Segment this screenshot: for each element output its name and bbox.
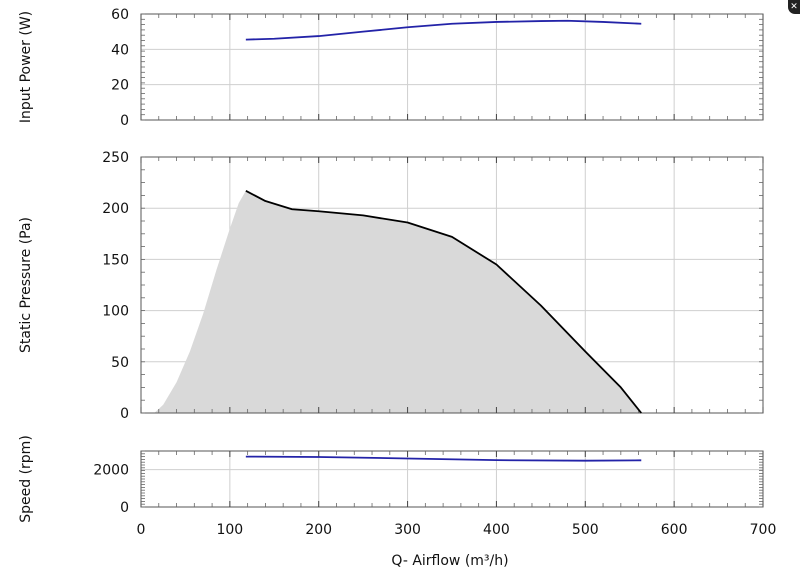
y-tick-label: 0 bbox=[120, 406, 129, 422]
series-line-power bbox=[245, 19, 642, 41]
y-tick-label: 200 bbox=[102, 201, 129, 217]
operating-area bbox=[154, 190, 642, 413]
x-tick-label: 500 bbox=[572, 522, 599, 538]
y-axis-title-speed: Speed (rpm) bbox=[18, 435, 34, 523]
x-axis-title: Q- Airflow (m³/h) bbox=[391, 553, 508, 569]
chart-panels: 0 20 40 60 Input Power (W) 0 50 100 150 200 250 Sta… bbox=[18, 7, 776, 538]
y-axis-title-pressure: Static Pressure (Pa) bbox=[18, 217, 34, 353]
y-axis-title-power: Input Power (W) bbox=[18, 11, 34, 123]
panel-speed: 0 2000 Speed (rpm) bbox=[18, 435, 764, 523]
y-tick-label: 2000 bbox=[93, 463, 129, 479]
y-tick-label: 20 bbox=[111, 78, 129, 94]
y-tick-label: 100 bbox=[102, 304, 129, 320]
y-tick-label: 150 bbox=[102, 252, 129, 268]
x-tick-label: 400 bbox=[483, 522, 510, 538]
series-line-pressure bbox=[245, 189, 642, 414]
panel-pressure: 0 50 100 150 200 250 Static Pressure (Pa) bbox=[18, 150, 764, 422]
y-tick-label: 0 bbox=[120, 113, 129, 129]
x-tick-label: 100 bbox=[216, 522, 243, 538]
plot-frame bbox=[140, 13, 764, 121]
x-tick-label: 300 bbox=[394, 522, 421, 538]
x-tick-label: 700 bbox=[750, 522, 777, 538]
y-tick-label: 40 bbox=[111, 42, 129, 58]
x-tick-label: 600 bbox=[661, 522, 688, 538]
y-tick-label: 50 bbox=[111, 355, 129, 371]
x-tick-label: 0 bbox=[137, 522, 146, 538]
y-tick-label: 250 bbox=[102, 150, 129, 166]
y-tick-label: 0 bbox=[120, 500, 129, 516]
y-tick-label: 60 bbox=[111, 7, 129, 23]
close-icon[interactable]: ✕ bbox=[788, 0, 800, 14]
x-tick-label: 200 bbox=[305, 522, 332, 538]
series-line-speed bbox=[245, 455, 642, 462]
panel-power: 0 20 40 60 Input Power (W) bbox=[18, 7, 764, 129]
